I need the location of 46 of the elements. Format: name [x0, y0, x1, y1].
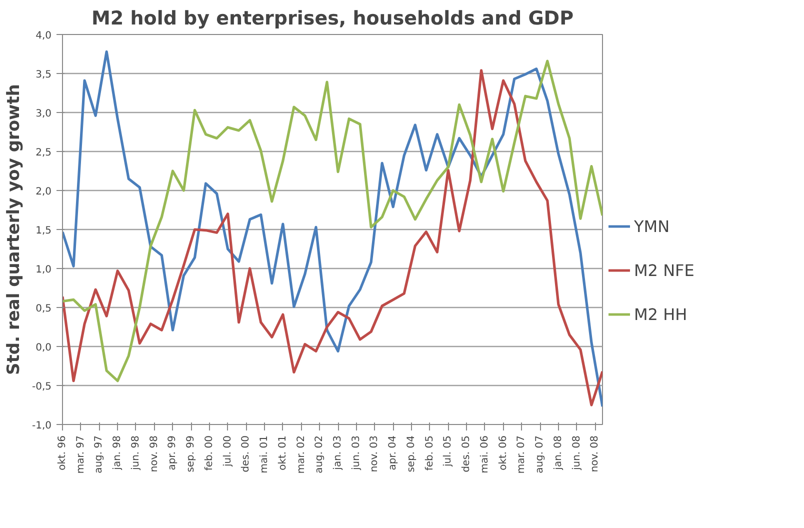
x-tick-label: feb. 05: [424, 435, 436, 471]
x-tick-label: nov. 98: [148, 435, 160, 472]
x-tick-label: jun. 98: [130, 435, 142, 472]
y-tick-label: 0,5: [36, 304, 52, 314]
legend-label: M2 NFE: [634, 260, 694, 280]
x-tick-label: sep. 99: [186, 435, 197, 472]
x-tick-label: jan. 98: [112, 436, 124, 471]
x-tick-label: mai. 06: [479, 435, 490, 474]
x-tick-label: nov. 08: [590, 435, 601, 472]
x-tick-label: jun. 08: [571, 435, 582, 472]
y-tick-label: 3,0: [36, 108, 52, 120]
x-tick-label: nov. 03: [369, 435, 380, 472]
x-tick-label: sep. 04: [406, 435, 417, 472]
y-tick-label: 1,5: [36, 226, 52, 236]
x-tick-label: jun. 03: [350, 435, 362, 472]
x-tick-label: jan. 08: [552, 436, 564, 471]
x-tick-label: jul. 05: [442, 435, 454, 468]
x-tick-label: okt. 06: [498, 435, 509, 470]
x-tick-label: mar. 02: [296, 435, 307, 474]
y-axis-title: Std. real quarterly yoy growth: [4, 84, 24, 375]
x-tick-label: aug. 07: [534, 435, 546, 474]
y-tick-label: 3,5: [36, 70, 52, 80]
y-tick-label: 0,0: [36, 342, 52, 354]
x-tick-label: okt. 01: [277, 435, 288, 470]
y-tick-label: 2,5: [36, 148, 52, 158]
x-tick-label: mar. 97: [75, 435, 86, 474]
x-tick-label: apr. 99: [167, 435, 178, 470]
x-tick-label: jan. 03: [332, 436, 344, 471]
y-tick-label: -1,0: [32, 420, 52, 432]
x-tick-label: jul. 00: [222, 435, 234, 468]
legend-label: M2 HH: [634, 304, 688, 324]
x-tick-label: des. 05: [461, 435, 472, 472]
y-tick-label: 2,0: [36, 186, 52, 198]
x-tick-label: feb. 00: [204, 435, 215, 471]
x-tick-label: apr. 04: [388, 435, 399, 470]
x-tick-label: des. 00: [240, 435, 252, 472]
x-tick-label: mar. 07: [516, 435, 528, 474]
legend-label: YMN: [634, 216, 670, 236]
x-tick-label: mai. 01: [259, 435, 270, 474]
x-tick-label: aug. 02: [314, 435, 326, 474]
x-tick-label: okt. 96: [57, 435, 68, 470]
y-tick-label: 1,0: [36, 264, 52, 276]
y-tick-label: 4,0: [36, 30, 52, 42]
x-tick-label: aug. 97: [94, 435, 105, 474]
y-tick-label: -0,5: [32, 382, 52, 392]
chart-title: M2 hold by enterprises, households and GDP: [92, 8, 574, 30]
